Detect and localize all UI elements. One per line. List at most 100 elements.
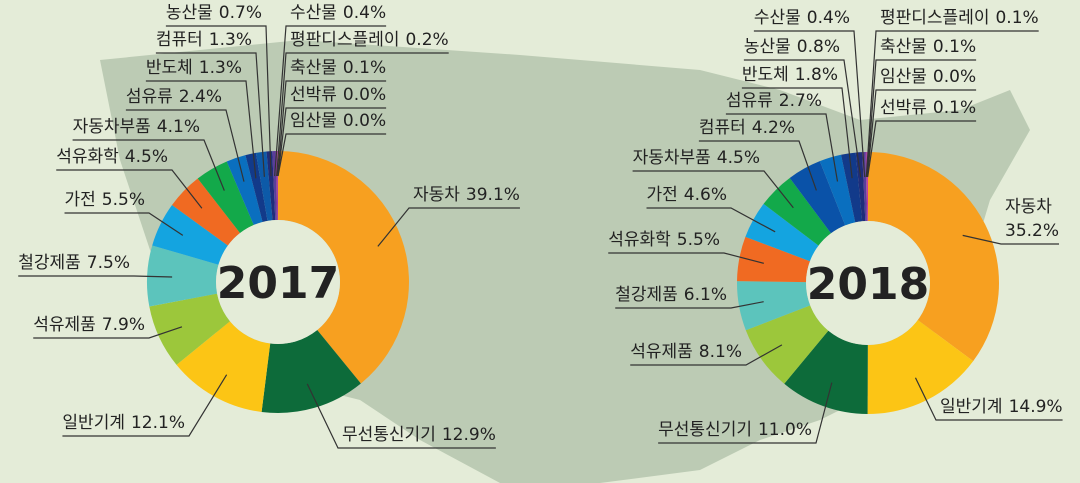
leader-line	[962, 234, 1060, 245]
value-label: 0.7%	[219, 3, 262, 23]
donut-hole	[216, 220, 340, 344]
value-label: 39.1%	[466, 185, 520, 205]
leader-line	[62, 374, 228, 437]
value-label: 0.4%	[807, 8, 850, 28]
donut-slice	[176, 321, 271, 412]
slice-label: 평판디스플레이 0.1%	[880, 8, 1039, 28]
leader-line	[72, 139, 225, 191]
category-name: 자동차부품	[73, 117, 151, 137]
value-label: 0.0%	[343, 85, 386, 105]
value-label: 0.0%	[933, 67, 976, 87]
category-name: 수산물	[290, 3, 337, 23]
value-label: 6.1%	[684, 285, 727, 305]
donut-slice	[841, 152, 863, 223]
leader-line	[658, 382, 833, 444]
category-name: 자동차부품	[633, 148, 711, 168]
value-label: 0.1%	[995, 8, 1038, 28]
leader-line	[277, 80, 387, 177]
category-name: 임산물	[290, 111, 337, 131]
value-label: 0.0%	[343, 111, 386, 131]
leader-line	[753, 30, 866, 178]
slice-label: 농산물 0.7%	[166, 3, 262, 23]
value-label: 0.4%	[343, 3, 386, 23]
donut-slice	[152, 205, 228, 265]
leader-line	[615, 301, 764, 309]
donut-slice	[784, 330, 868, 414]
leader-line	[914, 377, 1063, 421]
category-name: 무선통신기기	[658, 420, 752, 440]
value-label: 14.9%	[1009, 397, 1063, 417]
category-name: 일반기계	[940, 397, 1003, 417]
value-label: 4.6%	[684, 185, 727, 205]
leader-line	[377, 207, 520, 247]
slice-label: 섬유류 2.7%	[726, 91, 822, 111]
donut-slice	[278, 151, 409, 384]
leader-line	[865, 30, 1039, 178]
category-name: 석유화학	[608, 230, 671, 250]
category-name: 섬유류	[126, 87, 173, 107]
category-name: 가전	[65, 190, 96, 210]
value-label: 12.1%	[131, 413, 185, 433]
leader-line	[277, 133, 387, 177]
leader-line	[630, 344, 783, 366]
category-name: 컴퓨터	[699, 118, 746, 138]
slice-label: 선박류 0.1%	[880, 98, 976, 118]
value-label: 5.5%	[102, 190, 145, 210]
category-name: 섬유류	[726, 91, 773, 111]
donut-slice	[855, 152, 866, 222]
value-label: 0.1%	[933, 37, 976, 57]
donut-slice	[868, 152, 999, 362]
donut-slice	[146, 245, 219, 307]
category-name: 축산물	[880, 37, 927, 57]
leader-line	[18, 275, 173, 278]
leader-line	[725, 113, 839, 182]
category-name: 선박류	[880, 98, 927, 118]
category-name: 자동차	[1005, 197, 1052, 217]
donut-slice	[737, 281, 811, 331]
leader-line	[646, 207, 776, 233]
donut-slice	[745, 305, 829, 384]
category-name: 반도체	[146, 58, 193, 78]
donut-slice	[149, 293, 230, 365]
value-label: 12.9%	[442, 425, 496, 445]
slice-label: 무선통신기기 12.9%	[342, 425, 496, 445]
value-label: 4.1%	[157, 117, 200, 137]
value-label: 1.8%	[795, 65, 838, 85]
donut-slice	[819, 154, 856, 226]
value-label: 2.4%	[179, 87, 222, 107]
donut-slice	[245, 152, 268, 222]
value-label: 4.5%	[125, 147, 168, 167]
category-name: 평판디스플레이	[880, 8, 989, 28]
donut-slice	[266, 151, 276, 221]
category-name: 축산물	[290, 58, 337, 78]
value-label: 4.2%	[752, 118, 795, 138]
slice-label: 일반기계 14.9%	[940, 397, 1063, 417]
slice-label: 반도체 1.3%	[146, 58, 242, 78]
category-name: 무선통신기기	[342, 425, 436, 445]
category-name: 농산물	[744, 37, 791, 57]
donut-slice	[789, 161, 846, 234]
leader-line	[866, 59, 977, 178]
leader-line	[866, 89, 977, 178]
leader-line	[741, 87, 853, 179]
slice-label: 석유제품 8.1%	[630, 342, 742, 362]
category-name: 임산물	[880, 67, 927, 87]
donut-slice	[226, 155, 263, 225]
donut-slice	[261, 330, 361, 413]
donut-slice	[737, 236, 810, 283]
value-label: 5.5%	[677, 230, 720, 250]
slice-label: 반도체 1.8%	[742, 65, 838, 85]
slice-label: 수산물 0.4%	[290, 3, 386, 23]
leader-line	[56, 169, 203, 209]
leader-line	[155, 52, 265, 177]
leader-line	[632, 170, 794, 209]
slice-label: 임산물 0.0%	[880, 67, 976, 87]
value-label: 4.5%	[717, 148, 760, 168]
category-name: 가전	[647, 185, 678, 205]
leader-line	[276, 52, 449, 177]
slice-label: 자동차부품 4.1%	[73, 117, 200, 137]
value-label: 7.5%	[87, 253, 130, 273]
leader-line	[145, 80, 257, 179]
center-label: 2017	[217, 258, 339, 309]
